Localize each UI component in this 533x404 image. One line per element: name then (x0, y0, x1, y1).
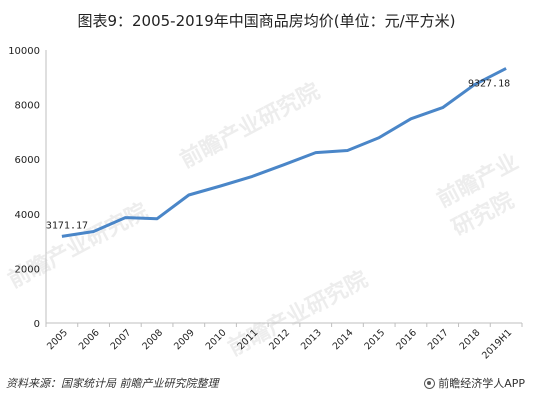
x-tick-label: 2017 (426, 327, 451, 352)
y-tick-label: 0 (34, 319, 40, 330)
x-tick-label: 2019H1 (480, 327, 514, 361)
x-tick-label: 2011 (236, 327, 261, 352)
y-tick-label: 6000 (15, 155, 40, 166)
x-tick-label: 2014 (331, 327, 356, 352)
y-axis-ticks: 0 2000 4000 6000 8000 10000 (8, 46, 40, 330)
x-axis-ticks: 2005 2006 2007 2008 2009 2010 2011 2012 2013 2014… (45, 323, 523, 362)
x-tick-label: 2015 (362, 327, 387, 352)
x-tick-label: 2016 (394, 327, 419, 352)
y-tick-label: 10000 (8, 46, 40, 57)
y-tick-label: 8000 (15, 101, 40, 112)
x-tick-label: 2013 (299, 327, 324, 352)
x-tick-label: 2012 (267, 327, 292, 352)
brand-label: 前瞻经济学人APP (424, 375, 525, 391)
brand-logo-icon (424, 377, 436, 389)
data-labels: 3171.17 9327.18 (46, 78, 510, 231)
x-tick-label: 2008 (140, 327, 165, 352)
x-tick-label: 2010 (204, 327, 229, 352)
data-label: 3171.17 (46, 220, 88, 231)
x-tick-label: 2005 (45, 327, 70, 352)
x-tick-label: 2007 (109, 327, 134, 352)
source-note: 资料来源：国家统计局 前瞻产业研究院整理 (6, 377, 219, 390)
line-chart: 0 2000 4000 6000 8000 10000 2005 2006 2007 2008 2… (8, 46, 523, 362)
data-label: 9327.18 (468, 78, 510, 89)
brand-text: 前瞻经济学人APP (438, 377, 525, 390)
y-tick-label: 4000 (15, 210, 40, 221)
chart-title: 图表9：2005-2019年中国商品房均价(单位：元/平方米) (77, 12, 456, 30)
x-tick-label: 2006 (77, 327, 102, 352)
series-line (61, 67, 507, 238)
chart-axes (45, 50, 522, 324)
x-tick-label: 2009 (172, 327, 197, 352)
y-tick-label: 2000 (15, 264, 40, 275)
x-tick-label: 2018 (458, 327, 483, 352)
